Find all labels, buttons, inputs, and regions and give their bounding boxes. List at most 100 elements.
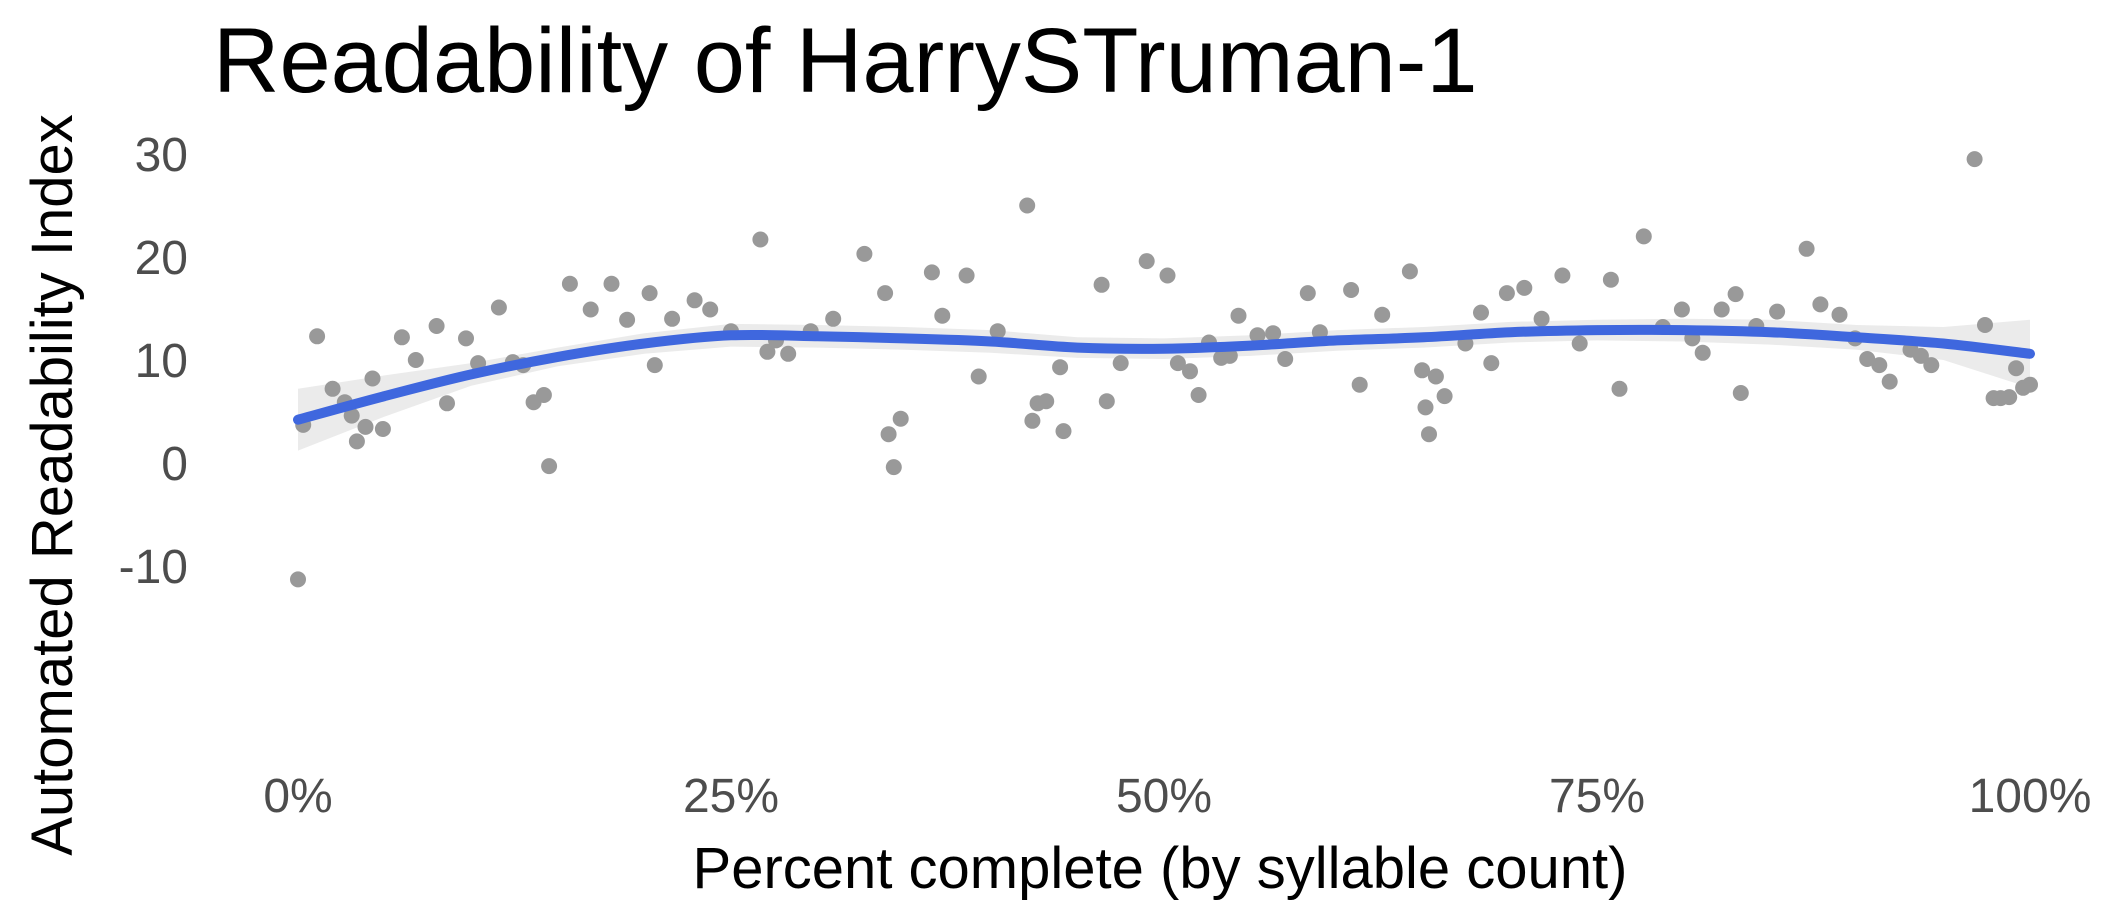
data-point	[1159, 267, 1176, 284]
x-tick-label: 100%	[1969, 770, 2092, 823]
data-point	[535, 387, 552, 403]
data-point	[752, 231, 769, 248]
data-point	[1427, 368, 1444, 385]
data-point	[780, 345, 797, 362]
data-point	[603, 275, 620, 292]
data-point	[490, 299, 507, 316]
data-point	[1421, 426, 1437, 443]
data-point	[877, 285, 894, 302]
data-point	[989, 323, 1006, 340]
data-point	[1190, 387, 1207, 403]
data-point	[1055, 423, 1072, 440]
data-point	[1401, 263, 1418, 280]
data-point	[1221, 347, 1238, 364]
data-point	[646, 357, 663, 374]
data-point	[1635, 228, 1652, 245]
data-point	[1694, 344, 1711, 361]
data-point	[1436, 388, 1453, 405]
data-point	[1374, 306, 1391, 323]
data-point	[1024, 412, 1041, 429]
data-point	[2008, 360, 2025, 377]
data-point	[641, 285, 658, 302]
data-point	[1093, 276, 1110, 293]
data-point	[1966, 151, 1983, 168]
data-point	[393, 329, 410, 346]
x-tick-label: 25%	[683, 770, 779, 823]
data-point	[324, 380, 341, 397]
data-point	[357, 418, 374, 435]
data-point	[2022, 376, 2038, 393]
data-point	[1249, 327, 1266, 344]
data-point	[541, 458, 558, 475]
data-point	[1923, 357, 1940, 374]
data-point	[885, 459, 902, 476]
y-tick-label: 10	[135, 335, 188, 388]
data-point	[892, 410, 909, 427]
data-point	[1516, 279, 1533, 296]
data-point	[1265, 325, 1282, 342]
data-point	[825, 310, 842, 327]
data-point	[582, 301, 599, 318]
data-point	[1831, 306, 1848, 323]
data-point	[2001, 389, 2018, 406]
data-point	[856, 245, 873, 262]
data-point	[1871, 357, 1888, 374]
data-point	[958, 267, 975, 284]
x-axis-label: Percent complete (by syllable count)	[693, 836, 1628, 901]
data-point	[458, 330, 474, 347]
data-point	[1473, 304, 1489, 321]
data-point	[1112, 355, 1129, 372]
data-point	[1977, 317, 1993, 333]
data-point	[343, 407, 360, 424]
data-point	[686, 292, 703, 309]
smooth-line-layer	[293, 324, 2035, 425]
data-point	[1732, 385, 1749, 401]
data-point	[1498, 285, 1515, 302]
y-tick-labels: -10 0 10 20 30	[119, 129, 188, 594]
data-point	[290, 571, 306, 588]
data-point	[374, 421, 391, 437]
data-point	[1673, 301, 1690, 318]
data-point	[1859, 351, 1876, 367]
data-point	[1602, 271, 1619, 288]
y-tick-label: 0	[161, 438, 188, 491]
data-point	[1483, 355, 1500, 372]
data-point	[1571, 335, 1588, 352]
data-point	[1098, 393, 1115, 410]
data-point	[1769, 303, 1786, 320]
data-point	[1019, 197, 1036, 214]
data-point	[309, 328, 326, 345]
data-point	[702, 301, 719, 318]
data-point	[1611, 380, 1628, 397]
data-point	[1230, 307, 1247, 324]
data-point	[619, 311, 636, 328]
data-point	[1881, 373, 1898, 390]
data-point	[1554, 267, 1571, 284]
y-tick-label: 30	[135, 129, 188, 182]
x-tick-label: 75%	[1549, 770, 1645, 823]
data-point	[1138, 253, 1155, 270]
data-point	[1343, 282, 1360, 298]
data-point	[1912, 347, 1929, 364]
data-point	[1713, 301, 1730, 318]
data-point	[1277, 351, 1294, 367]
data-point	[364, 370, 381, 387]
data-point	[1417, 399, 1434, 416]
data-point	[1533, 310, 1550, 327]
x-tick-labels: 0% 25% 50% 75% 100%	[263, 770, 2091, 823]
data-point	[1299, 285, 1316, 302]
x-tick-label: 0%	[263, 770, 332, 823]
data-point	[1812, 296, 1829, 313]
data-point	[1169, 355, 1186, 372]
data-point	[1182, 363, 1198, 380]
y-tick-label: -10	[119, 541, 188, 594]
data-point	[561, 275, 578, 292]
data-point	[664, 310, 681, 327]
data-point	[1052, 359, 1069, 376]
smooth-line	[293, 324, 2035, 425]
data-point	[1351, 376, 1368, 393]
chart-title: Readability of HarrySTruman-1	[213, 10, 1478, 112]
y-tick-label: 20	[135, 232, 188, 285]
